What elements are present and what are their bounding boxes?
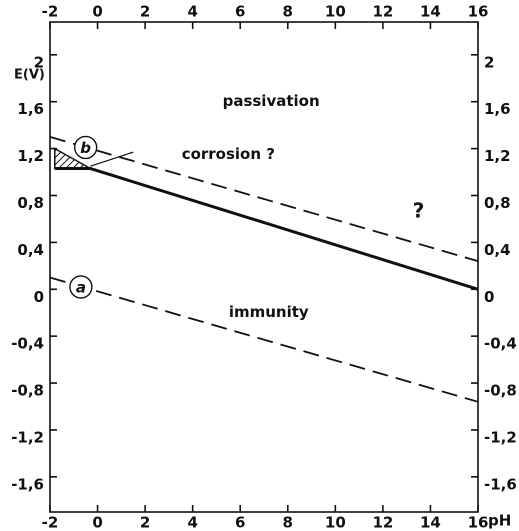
y-tick-label: 1,6 bbox=[484, 100, 511, 118]
series-marker-circle bbox=[69, 275, 93, 299]
series-line bbox=[49, 276, 479, 403]
x-tick-label: 6 bbox=[235, 514, 245, 531]
x-tick-label: 0 bbox=[92, 3, 102, 21]
y-tick-label: 1,2 bbox=[484, 147, 511, 165]
x-tick-label: 2 bbox=[140, 3, 150, 21]
y-axis-label: E(V) bbox=[14, 68, 45, 83]
annotation: immunity bbox=[229, 303, 309, 321]
y-tick-label: 0,8 bbox=[17, 194, 44, 212]
x-tick-label: 0 bbox=[92, 514, 102, 531]
x-axis-label: pH bbox=[488, 512, 511, 530]
x-tick-label: 10 bbox=[325, 3, 346, 21]
x-tick-label: -2 bbox=[42, 3, 59, 21]
y-tick-label: 2 bbox=[34, 53, 44, 71]
x-tick-label: 16 bbox=[468, 3, 489, 21]
x-tick-label: 14 bbox=[420, 3, 441, 21]
series-marker-circle bbox=[73, 135, 98, 160]
y-tick-label: 2 bbox=[484, 53, 494, 71]
y-tick-label: 0 bbox=[484, 288, 494, 306]
plot-frame bbox=[49, 21, 479, 513]
x-tick-label: 8 bbox=[283, 514, 293, 531]
y-tick-label: -1,2 bbox=[11, 428, 44, 446]
series-name: b bbox=[80, 139, 91, 157]
y-tick-label: -0,4 bbox=[11, 335, 44, 353]
y-tick-label: 1,6 bbox=[17, 100, 44, 118]
leader-line bbox=[90, 151, 134, 167]
y-tick-label: 1,2 bbox=[17, 147, 44, 165]
annotation: corrosion ? bbox=[182, 145, 275, 163]
x-tick-label: 16 bbox=[468, 514, 489, 531]
x-tick-label: 4 bbox=[187, 3, 197, 21]
x-tick-label: 12 bbox=[372, 3, 393, 21]
series-line bbox=[54, 167, 479, 291]
y-tick-label: -0,8 bbox=[11, 382, 44, 400]
y-tick-label: 0 bbox=[34, 288, 44, 306]
y-tick-label: -1,6 bbox=[484, 475, 517, 493]
y-tick-label: -0,4 bbox=[484, 335, 517, 353]
series-name: a bbox=[76, 278, 86, 296]
y-tick-label: 0,4 bbox=[484, 241, 511, 259]
y-tick-label: -1,6 bbox=[11, 475, 44, 493]
x-tick-label: 10 bbox=[325, 514, 346, 531]
annotation: ? bbox=[413, 198, 425, 222]
annotation: passivation bbox=[223, 92, 320, 110]
x-tick-label: 2 bbox=[140, 514, 150, 531]
x-tick-label: 6 bbox=[235, 3, 245, 21]
y-tick-label: 0,4 bbox=[17, 241, 44, 259]
series-line bbox=[49, 136, 479, 263]
x-tick-label: 12 bbox=[372, 514, 393, 531]
y-tick-label: 0,8 bbox=[484, 194, 511, 212]
x-tick-label: -2 bbox=[42, 514, 59, 531]
x-tick-label: 8 bbox=[283, 3, 293, 21]
y-tick-label: -0,8 bbox=[484, 382, 517, 400]
x-tick-label: 14 bbox=[420, 514, 441, 531]
x-tick-label: 4 bbox=[187, 514, 197, 531]
y-tick-label: -1,2 bbox=[484, 428, 517, 446]
